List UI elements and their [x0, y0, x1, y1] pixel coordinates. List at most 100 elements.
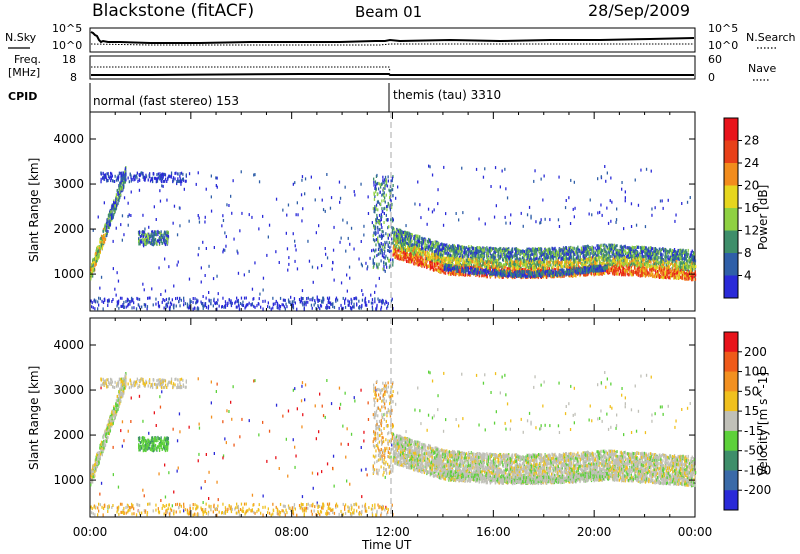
power-echo-point — [237, 251, 239, 255]
power-echo-point — [142, 174, 144, 178]
power-echo-point — [411, 245, 413, 249]
power-echo-point — [158, 266, 160, 270]
power-echo-point — [378, 222, 381, 225]
power-echo-point — [108, 299, 110, 303]
power-echo-point — [421, 236, 423, 240]
power-echo-point — [653, 247, 655, 251]
power-echo-point — [95, 262, 97, 266]
power-echo-point — [674, 275, 676, 279]
power-echo-point — [176, 296, 179, 300]
power-echo-point — [640, 262, 642, 265]
power-echo-point — [111, 214, 114, 218]
power-echo-point — [251, 302, 253, 306]
power-echo-point — [292, 232, 294, 236]
power-echo-point — [675, 262, 677, 266]
power-echo-point — [159, 199, 162, 203]
power-echo-point — [626, 251, 628, 255]
power-echo-point — [391, 231, 393, 235]
power-echo-point — [282, 303, 284, 307]
power-echo-point — [538, 250, 540, 254]
power-echo-point — [367, 212, 370, 215]
power-echo-point — [476, 249, 478, 253]
power-echo-point — [180, 182, 182, 186]
power-echo-point — [636, 264, 638, 268]
power-echo-point — [210, 174, 212, 178]
power-echo-point — [372, 238, 375, 242]
power-echo-point — [338, 306, 340, 310]
power-echo-point — [376, 217, 378, 221]
power-echo-point — [98, 244, 100, 248]
power-echo-point — [181, 180, 183, 184]
power-echo-point — [294, 239, 296, 243]
power-echo-point — [392, 258, 394, 262]
power-echo-point — [396, 242, 398, 246]
power-echo-point — [433, 265, 435, 269]
power-echo-point — [127, 201, 129, 205]
power-echo-point — [648, 255, 650, 259]
power-echo-point — [136, 171, 138, 175]
power-echo-point — [383, 184, 386, 188]
power-echo-point — [216, 176, 218, 180]
power-echo-point — [360, 240, 362, 243]
power-echo-point — [93, 258, 95, 262]
power-echo-point — [500, 264, 502, 268]
power-echo-point — [376, 305, 378, 309]
power-echo-point — [667, 254, 669, 258]
power-echo-point — [413, 251, 415, 255]
power-echo-point — [411, 239, 413, 243]
power-echo-point — [157, 176, 159, 180]
power-echo-point — [115, 200, 118, 204]
power-echo-point — [175, 297, 177, 301]
power-echo-point — [97, 300, 99, 304]
power-echo-point — [385, 183, 387, 187]
power-echo-point — [214, 302, 217, 306]
power-echo-point — [241, 303, 243, 307]
power-echo-point — [177, 177, 179, 181]
power-echo-point — [319, 186, 321, 190]
power-echo-point — [151, 287, 153, 291]
power-echo-point — [102, 172, 104, 176]
power-echo-point — [116, 188, 118, 192]
power-echo-point — [114, 174, 116, 178]
power-echo-point — [652, 247, 654, 251]
power-echo-point — [424, 252, 426, 256]
power-echo-point — [319, 307, 321, 311]
power-echo-point — [121, 296, 123, 300]
power-echo-point — [429, 249, 431, 253]
cpid-mode-1: themis (tau) 3310 — [393, 88, 501, 102]
power-echo-point — [364, 298, 366, 302]
power-echo-point — [383, 199, 385, 203]
power-echo-point — [522, 264, 524, 268]
power-echo-point — [385, 232, 387, 236]
power-echo-point — [138, 297, 141, 301]
power-echo-point — [417, 263, 419, 267]
power-echo-point — [373, 180, 375, 184]
power-echo-point — [385, 254, 387, 258]
power-echo-point — [117, 192, 119, 196]
power-echo-point — [481, 257, 483, 261]
power-echo-point — [139, 305, 141, 309]
power-echo-point — [382, 244, 384, 248]
power-echo-point — [120, 173, 123, 177]
power-echo-point — [119, 187, 121, 191]
power-echo-point — [614, 271, 616, 275]
power-echo-point — [648, 272, 650, 275]
power-echo-point — [694, 277, 697, 281]
power-echo-point — [152, 303, 154, 307]
power-echo-point — [387, 249, 389, 252]
power-echo-point — [111, 207, 113, 211]
power-echo-point — [160, 238, 163, 241]
power-echo-point — [403, 242, 405, 246]
power-echo-point — [120, 193, 122, 197]
power-echo-point — [624, 254, 626, 258]
power-echo-point — [167, 176, 169, 180]
power-echo-point — [143, 230, 145, 234]
power-echo-point — [679, 275, 681, 279]
power-echo-point — [628, 263, 631, 267]
power-echo-point — [162, 179, 164, 183]
power-echo-point — [222, 219, 225, 222]
power-echo-point — [628, 263, 630, 267]
power-echo-point — [355, 296, 357, 300]
power-echo-point — [511, 256, 513, 260]
power-echo-point — [282, 298, 285, 302]
